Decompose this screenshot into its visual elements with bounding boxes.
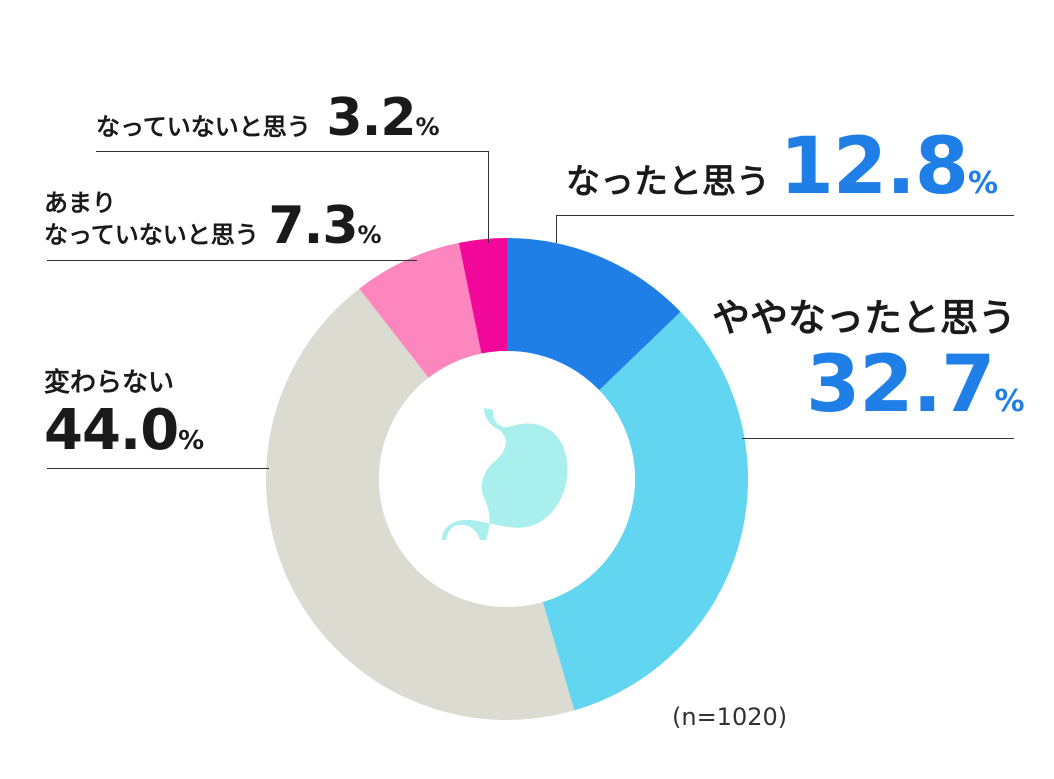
label-s2-percent: %	[178, 426, 205, 456]
label-s1-percent: %	[994, 384, 1025, 419]
donut-slice-3	[359, 242, 482, 378]
donut-slice-2	[265, 288, 575, 720]
label-s4: なっていないと思う 3.2%	[96, 88, 440, 148]
label-s2-value: 44.0	[44, 398, 179, 463]
label-s2-text: 変わらない	[44, 368, 175, 398]
label-s4-text: なっていないと思う	[96, 113, 311, 141]
leader-line-s0-vertical	[556, 215, 557, 243]
label-s0-percent: %	[968, 166, 999, 201]
stomach-icon	[442, 408, 568, 540]
sample-size-note: (n=1020)	[672, 703, 788, 731]
label-s3-text: なっていないと思う	[44, 221, 259, 249]
leader-line-s1	[742, 438, 1014, 439]
leader-line-s4-vertical	[488, 151, 489, 243]
label-s3: なっていないと思う 7.3%	[44, 196, 382, 256]
label-s2: 44.0%	[44, 398, 204, 463]
label-s4-value: 3.2	[326, 88, 416, 148]
leader-line-s3	[47, 260, 417, 261]
label-s3-value: 7.3	[268, 196, 358, 256]
leader-line-s0	[556, 215, 1014, 216]
label-s0: なったと思う 12.8%	[566, 122, 998, 212]
label-s1-text: ややなったと思う	[712, 296, 1017, 340]
label-s1-value: 32.7	[806, 340, 995, 430]
donut-slice-4	[458, 238, 507, 354]
donut-slice-1	[542, 311, 749, 711]
label-s3-percent: %	[357, 221, 382, 249]
leader-line-s4	[96, 151, 489, 152]
label-s0-value: 12.8	[779, 122, 969, 212]
label-s4-percent: %	[415, 113, 440, 141]
donut-slice-0	[507, 238, 681, 391]
leader-line-s2	[47, 468, 269, 469]
label-s1: 32.7%	[806, 340, 1025, 430]
donut-slices	[265, 238, 749, 720]
label-s3-line1: あまり	[44, 189, 116, 217]
label-s0-text: なったと思う	[566, 162, 770, 202]
